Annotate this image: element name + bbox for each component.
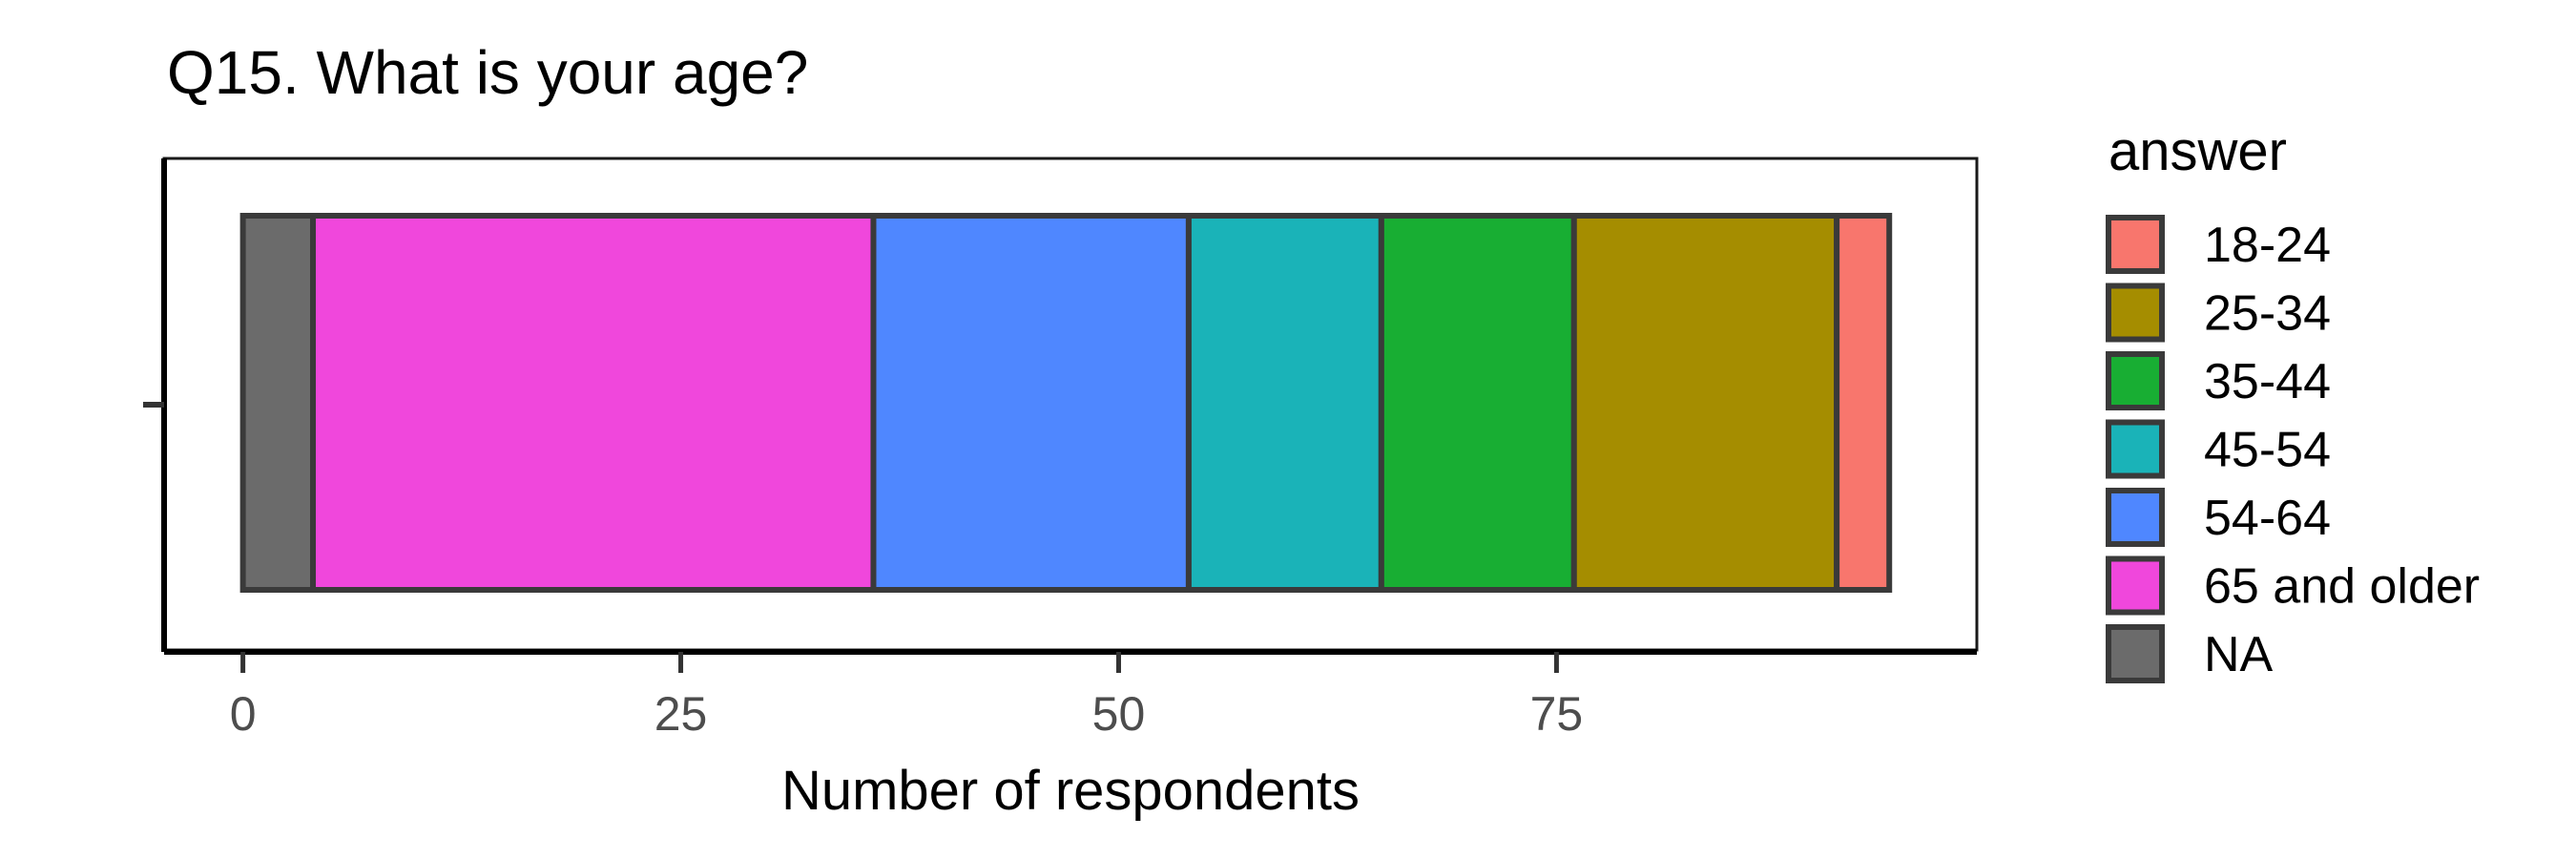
legend-title: answer <box>2109 120 2287 182</box>
bar-segment-54-64 <box>870 213 1192 593</box>
legend-label: 65 and older <box>2204 559 2480 615</box>
legend-label: 18-24 <box>2204 218 2331 273</box>
bar-segment-65-and-older <box>310 213 877 593</box>
legend-label: 45-54 <box>2204 423 2331 478</box>
x-axis-ticks: 0 25 50 75 <box>230 652 1584 741</box>
x-tick-label: 50 <box>1092 687 1146 741</box>
legend-label: NA <box>2204 627 2274 682</box>
x-tick-label: 75 <box>1530 687 1584 741</box>
bar-segment-45-54 <box>1185 213 1384 593</box>
legend-label: 25-34 <box>2204 286 2331 342</box>
legend-key-35-44 <box>2106 351 2165 410</box>
x-tick-label: 0 <box>230 687 257 741</box>
bar-segments <box>239 213 1893 593</box>
legend-key-25-34 <box>2106 283 2165 343</box>
bar-segment-35-44 <box>1378 213 1577 593</box>
legend-key-18-24 <box>2106 215 2165 274</box>
legend-label: 54-64 <box>2204 491 2331 546</box>
legend-key-54-64 <box>2106 488 2165 547</box>
legend-key-na <box>2106 624 2165 683</box>
chart-title: Q15. What is your age? <box>167 38 808 107</box>
x-axis-title: Number of respondents <box>781 760 1360 822</box>
legend-key-65-and-older <box>2106 555 2165 616</box>
legend-key-45-54 <box>2106 419 2165 479</box>
legend: answer 18-24 25-34 35-44 45-54 54-64 65 and o… <box>2106 120 2480 683</box>
legend-label: 35-44 <box>2204 354 2331 409</box>
bar-segment-18-24 <box>1834 213 1893 593</box>
x-tick-label: 25 <box>654 687 708 741</box>
bar-segment-25-34 <box>1570 213 1840 593</box>
bar-segment-na <box>239 213 317 593</box>
